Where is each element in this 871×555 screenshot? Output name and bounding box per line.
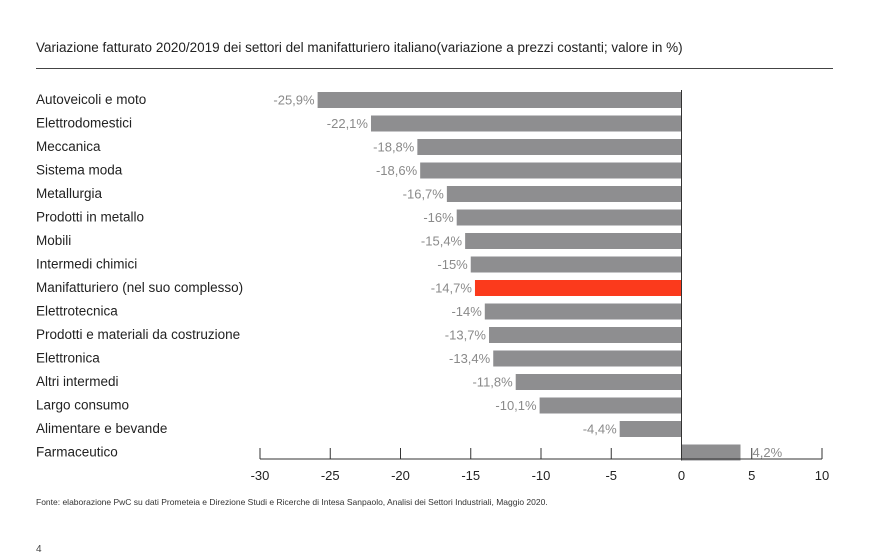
bar	[681, 444, 741, 461]
bar	[489, 327, 682, 343]
data-label: 4,2%	[753, 445, 783, 460]
bar	[515, 374, 682, 390]
category-label: Elettronica	[36, 351, 100, 366]
category-label: Intermedi chimici	[36, 257, 137, 272]
x-tick-label: -30	[251, 468, 270, 483]
data-label: -10,1%	[495, 398, 537, 413]
page-number: 4	[36, 544, 42, 555]
bar	[619, 421, 682, 437]
data-label: -13,4%	[449, 351, 491, 366]
data-labels: -25,9% -22,1% -18,8% -18,6% -16,7% -16% -15,4%…	[273, 93, 782, 461]
data-label: -14,7%	[431, 281, 473, 296]
x-tick-label: -20	[391, 468, 410, 483]
bar	[539, 397, 682, 414]
category-label: Elettrodomestici	[36, 116, 132, 131]
bar	[465, 233, 682, 249]
bar	[493, 350, 682, 367]
data-label: -15,4%	[421, 234, 463, 249]
title-rule	[36, 68, 833, 69]
bar-highlight	[474, 280, 682, 296]
category-label: Altri intermedi	[36, 374, 119, 389]
data-label: -15%	[437, 257, 468, 272]
bar	[456, 209, 682, 226]
source-note: Fonte: elaborazione PwC su dati Prometei…	[36, 497, 548, 507]
x-tick-label: 5	[748, 468, 755, 483]
category-label: Farmaceutico	[36, 445, 118, 460]
category-label: Elettrotecnica	[36, 304, 118, 319]
x-axis: -30 -25 -20 -15 -10 -5 0 5 10	[251, 90, 829, 483]
x-tick-label: -5	[605, 468, 617, 483]
category-label: Metallurgia	[36, 186, 103, 201]
category-label: Mobili	[36, 233, 71, 248]
x-tick-label: 0	[678, 468, 685, 483]
x-tick-label: -10	[532, 468, 551, 483]
x-tick-label: -25	[321, 468, 340, 483]
data-label: -22,1%	[327, 116, 369, 131]
category-label: Largo consumo	[36, 398, 129, 413]
data-label: -14%	[451, 304, 482, 319]
category-label: Manifatturiero (nel suo complesso)	[36, 280, 243, 295]
bar	[417, 139, 682, 155]
bars	[317, 92, 741, 461]
data-label: -11,8%	[472, 375, 513, 390]
bar	[370, 115, 682, 132]
data-label: -25,9%	[273, 93, 315, 108]
bar	[317, 92, 682, 108]
data-label: -13,7%	[445, 328, 487, 343]
data-label: -4,4%	[583, 422, 617, 437]
category-label: Meccanica	[36, 139, 101, 154]
data-label: -16,7%	[403, 187, 445, 202]
data-label: -18,6%	[376, 163, 418, 178]
bar	[446, 186, 682, 202]
category-label: Sistema moda	[36, 163, 123, 178]
x-tick-label: 10	[815, 468, 829, 483]
bar	[470, 256, 682, 273]
x-tick-label: -15	[461, 468, 480, 483]
bar	[420, 162, 682, 179]
category-label: Prodotti in metallo	[36, 210, 144, 225]
category-label: Prodotti e materiali da costruzione	[36, 327, 240, 342]
category-labels: Autoveicoli e moto Elettrodomestici Meccan…	[36, 92, 243, 460]
bar	[484, 303, 682, 320]
data-label: -16%	[423, 210, 454, 225]
category-label: Autoveicoli e moto	[36, 92, 146, 107]
chart-title: Variazione fatturato 2020/2019 dei setto…	[36, 40, 683, 55]
data-label: -18,8%	[373, 140, 415, 155]
category-label: Alimentare e bevande	[36, 421, 167, 436]
